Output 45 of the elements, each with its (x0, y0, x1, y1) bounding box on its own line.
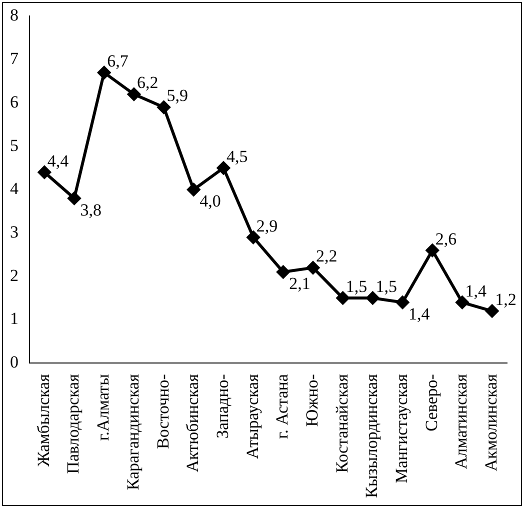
x-tick-label: Жамбылская (34, 374, 53, 467)
x-tick-label: Северо- (422, 374, 441, 432)
x-tick-label: г. Астана (272, 374, 292, 439)
data-label: 1,4 (465, 281, 487, 300)
x-tick-label: Костанайская (332, 374, 352, 473)
data-label: 4,5 (226, 146, 248, 166)
data-label: 5,9 (166, 86, 188, 106)
y-tick-label: 0 (10, 352, 18, 372)
data-label: 2,6 (435, 229, 457, 248)
point (396, 296, 410, 309)
data-label: 6,2 (136, 73, 158, 92)
data-label: 2,9 (256, 216, 278, 236)
data-label: 3,8 (80, 200, 102, 220)
x-tick-label: Мангистауская (392, 374, 412, 484)
y-tick-label: 2 (10, 266, 18, 285)
x-tick-label: Западно- (212, 374, 232, 438)
data-label: 1,5 (376, 277, 397, 296)
x-tick-label: Южно- (302, 374, 322, 427)
y-tick-label: 3 (10, 222, 18, 242)
data-label: 2,2 (316, 246, 338, 266)
point (187, 183, 200, 196)
x-tick-label: Карагандинская (123, 374, 142, 490)
x-tick-label: Алматинская (452, 374, 471, 470)
point (276, 266, 290, 279)
y-tick-label: 6 (10, 92, 18, 112)
data-label: 2,1 (289, 274, 310, 293)
y-tick-label: 4 (10, 179, 19, 198)
y-tick-label: 5 (10, 136, 18, 155)
x-tick-label: г.Алматы (94, 374, 113, 441)
x-tick-label: Кызылординская (362, 374, 382, 498)
data-label: 1,5 (346, 277, 368, 296)
data-label: 6,7 (107, 52, 129, 71)
y-tick-label: 7 (10, 49, 19, 68)
x-tick-label: Павлодарская (64, 374, 83, 474)
point (68, 192, 81, 205)
data-label: 4,0 (200, 192, 221, 211)
x-tick-label: Актюбинская (183, 374, 202, 472)
x-tick-label: Атырауская (242, 374, 262, 459)
data-label: 1,4 (408, 304, 430, 324)
x-tick-label: Восточно- (153, 374, 172, 449)
data-label: 1,2 (495, 290, 516, 310)
y-tick-label: 8 (10, 6, 18, 25)
data-label: 4,4 (47, 151, 70, 170)
x-tick-label: Акмолинская (482, 374, 501, 472)
y-tick-label: 1 (10, 309, 18, 328)
